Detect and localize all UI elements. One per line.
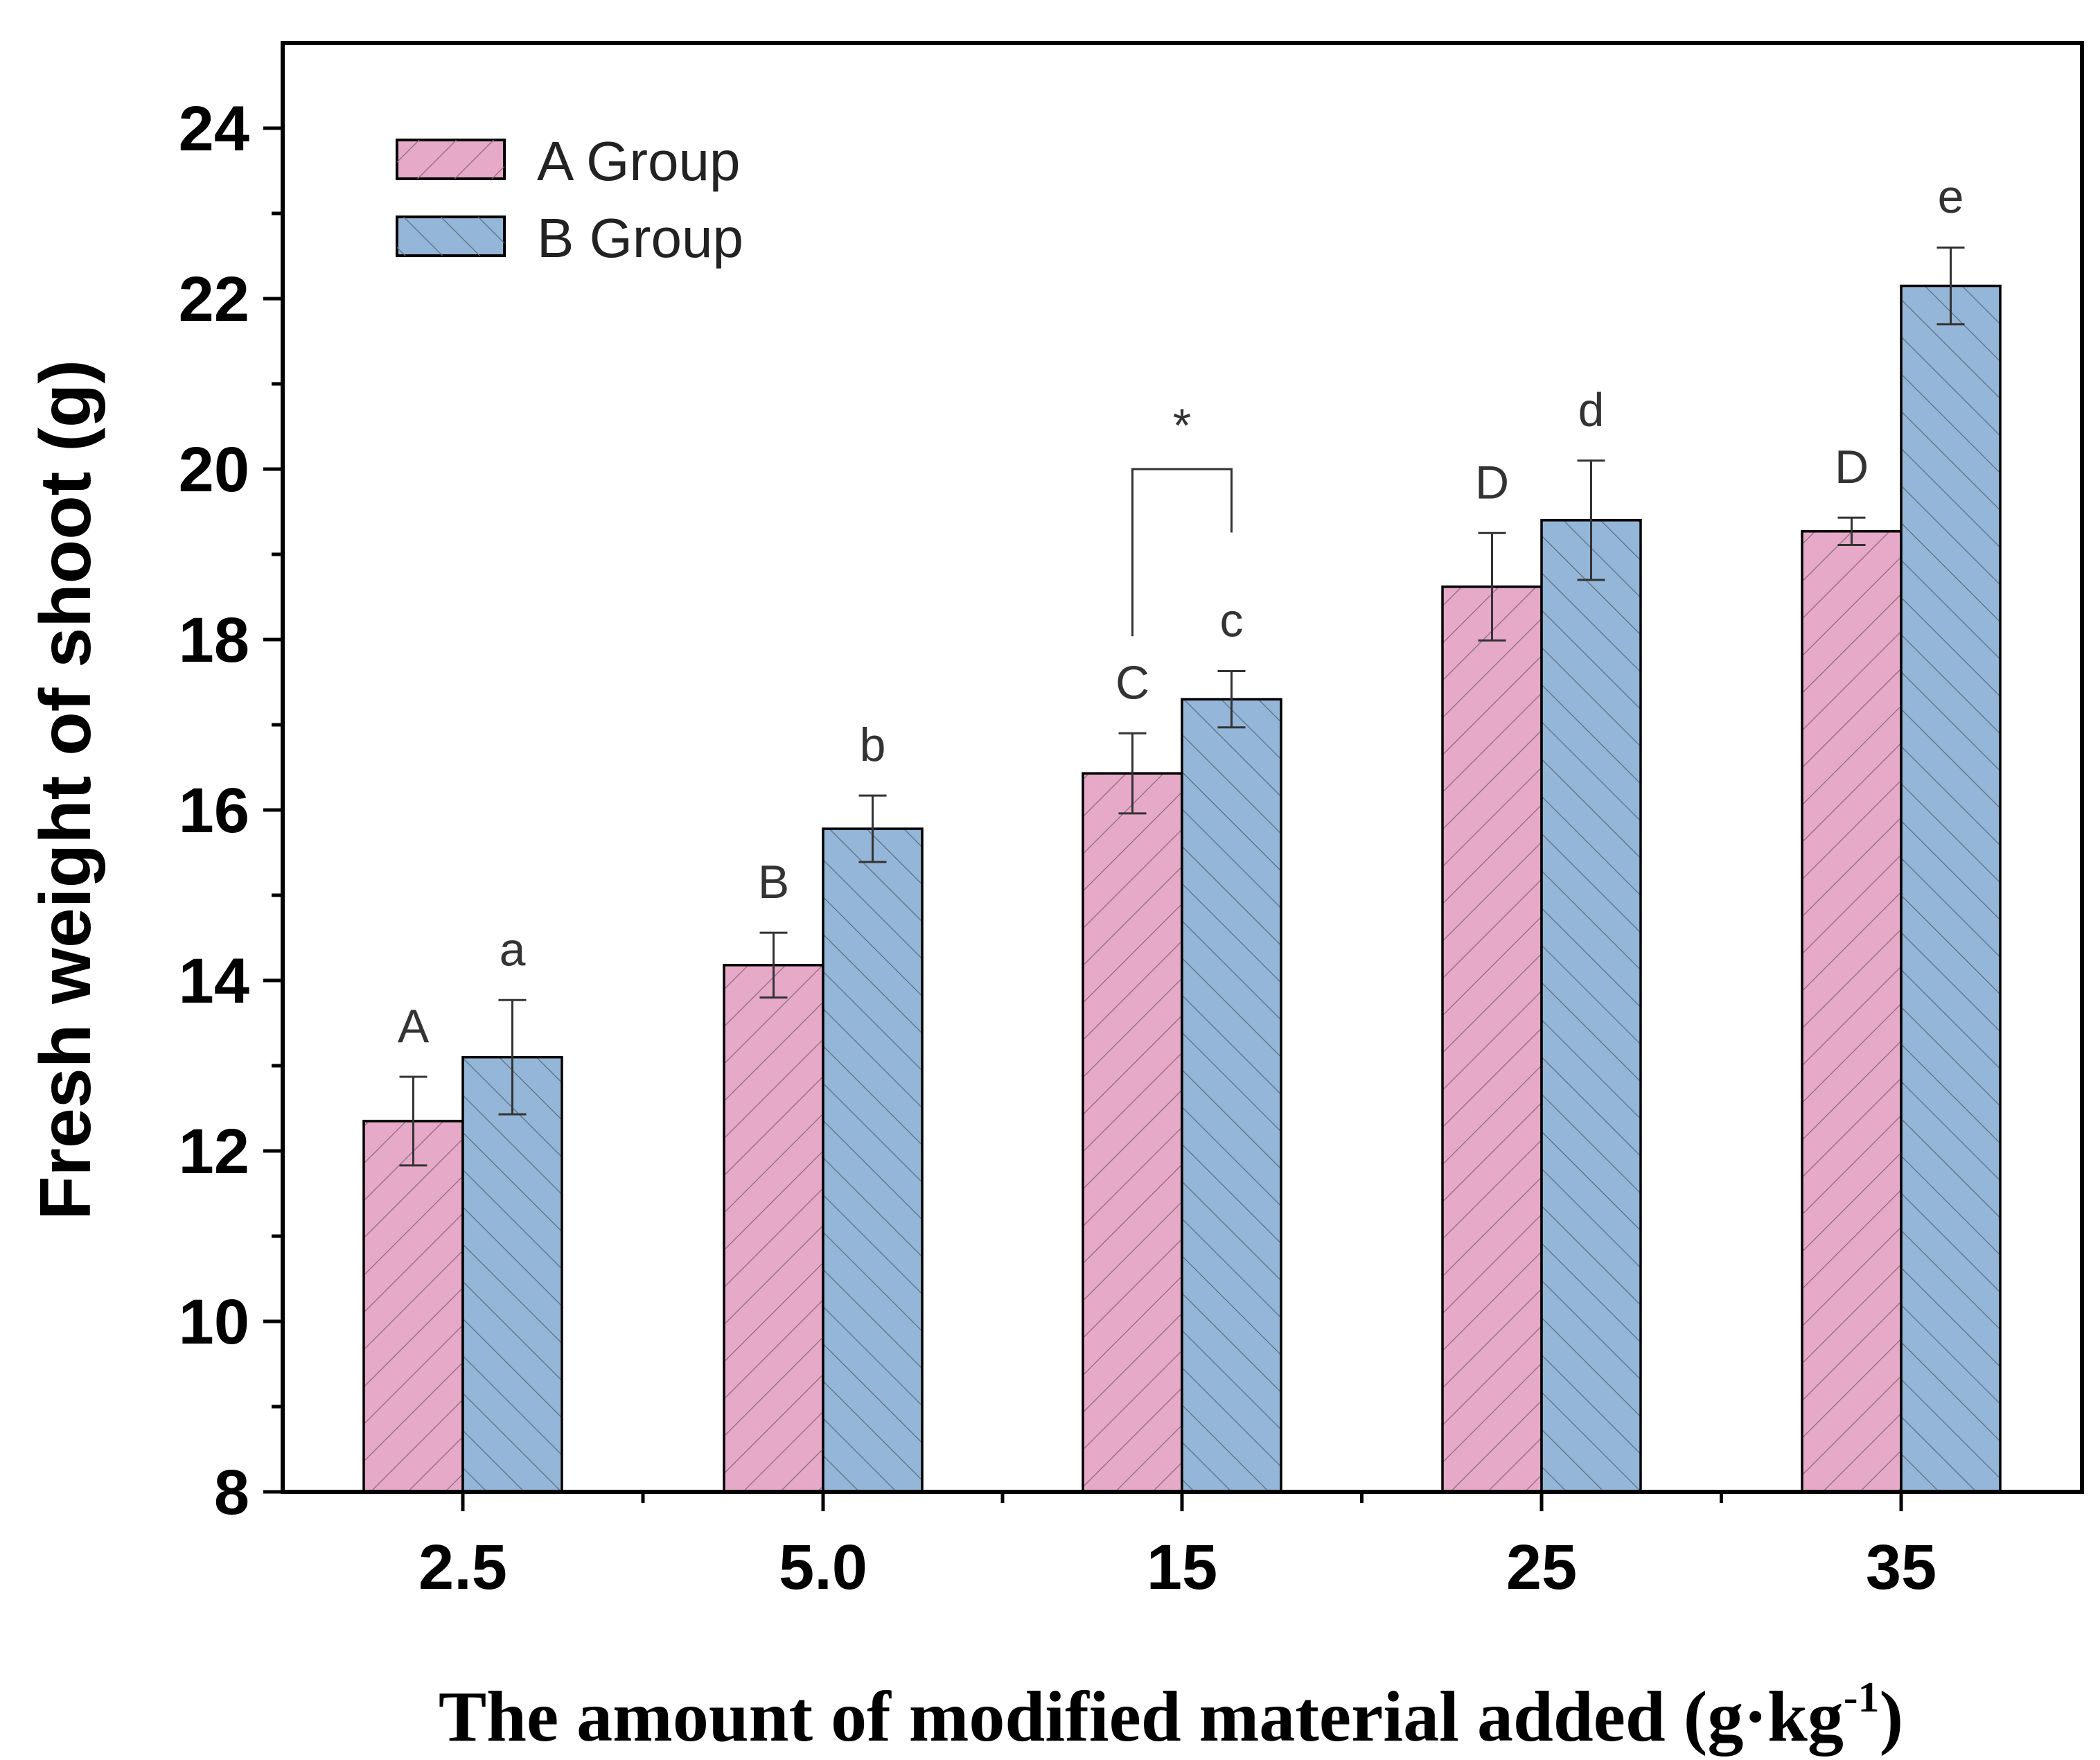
y-axis-title: Fresh weight of shoot (g) (26, 360, 106, 1220)
x-tick-label: 35 (1866, 1532, 1936, 1603)
x-tick-label: 25 (1506, 1532, 1577, 1603)
legend-swatch-b-group-hatch (397, 217, 504, 256)
y-tick-label: 16 (179, 775, 249, 846)
x-tick-label: 5.0 (779, 1532, 867, 1603)
bar-hatch-a-group-5-0 (723, 964, 824, 1493)
x-axis-title-suffix: ) (1880, 1677, 1904, 1757)
y-tick-label: 14 (179, 946, 249, 1017)
bar-hatch-a-group-25 (1441, 585, 1543, 1493)
y-tick-label: 8 (214, 1457, 249, 1528)
bars-layer (362, 284, 2002, 1493)
significance-letter-a-group-15: C (1115, 656, 1149, 709)
bracket-line (1131, 468, 1233, 637)
y-tick-label: 24 (179, 94, 249, 164)
significance-letter-a-group-2-5: A (398, 1000, 430, 1053)
significance-letter-b-group-2-5: a (500, 923, 526, 976)
x-axis: 2.5 5.0 15 25 35 (418, 1492, 1936, 1603)
bar-hatch-b-group-5-0 (822, 827, 924, 1493)
x-tick-label: 2.5 (418, 1532, 507, 1603)
error-bars-layer (399, 246, 1965, 1167)
significance-bracket: * (1131, 399, 1233, 637)
legend: A Group B Group (396, 130, 743, 269)
legend-label-b-group: B Group (537, 207, 743, 269)
significance-star: * (1173, 399, 1191, 452)
y-tick-label: 22 (179, 264, 249, 335)
bar-hatch-a-group-15 (1082, 772, 1183, 1493)
significance-letter-b-group-25: d (1578, 384, 1605, 437)
x-axis-title: The amount of modified material added (g… (439, 1674, 1903, 1757)
y-tick-label: 12 (179, 1116, 249, 1187)
x-tick-label: 15 (1147, 1532, 1217, 1603)
significance-letter-a-group-35: D (1835, 441, 1869, 493)
bar-hatch-a-group-35 (1801, 530, 1903, 1493)
y-tick-label: 18 (179, 605, 249, 676)
bar-hatch-a-group-2-5 (362, 1120, 464, 1493)
significance-letter-b-group-15: c (1220, 595, 1244, 647)
bar-hatch-b-group-15 (1181, 698, 1282, 1493)
bar-hatch-b-group-35 (1900, 284, 2002, 1493)
y-tick-label: 20 (179, 434, 249, 505)
legend-label-a-group: A Group (537, 130, 741, 192)
y-axis: 8 10 12 14 16 18 20 22 24 (179, 94, 283, 1528)
significance-letters-layer: A B C D Da b c d e (398, 170, 1964, 1053)
y-tick-label: 10 (179, 1287, 249, 1357)
significance-letter-a-group-25: D (1475, 456, 1509, 509)
significance-letter-a-group-5-0: B (758, 856, 789, 908)
x-axis-title-main: The amount of modified material added (g… (439, 1677, 1844, 1757)
bar-hatch-b-group-2-5 (461, 1055, 563, 1493)
significance-letter-b-group-5-0: b (860, 719, 886, 771)
legend-swatch-a-group-hatch (397, 140, 504, 179)
significance-letter-b-group-35: e (1938, 170, 1964, 223)
x-axis-title-superscript: -1 (1844, 1674, 1880, 1721)
bar-hatch-b-group-25 (1540, 519, 1642, 1493)
